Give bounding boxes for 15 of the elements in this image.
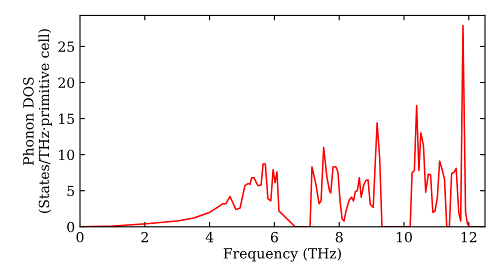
x-tick-label: 4 [206, 232, 214, 242]
y-tick-label: 15 [59, 114, 74, 124]
x-tick-label: 0 [76, 232, 84, 242]
x-tick-label: 10 [396, 232, 412, 242]
x-axis-title: Frequency (THz) [224, 248, 341, 262]
x-tick-label: 2 [141, 232, 148, 242]
y-tick-label: 0 [67, 222, 74, 232]
x-tick-label: 12 [462, 232, 476, 242]
y-tick-label: 5 [67, 186, 74, 196]
y-tick-label: 20 [58, 77, 74, 88]
x-tick-label: 6 [270, 232, 278, 242]
y-tick-label: 25 [58, 41, 74, 52]
y-tick-label: 10 [59, 150, 74, 160]
y-axis-title: Phonon DOS (States/THz·primitive cell) [22, 29, 52, 213]
x-tick-label: 8 [336, 232, 343, 242]
